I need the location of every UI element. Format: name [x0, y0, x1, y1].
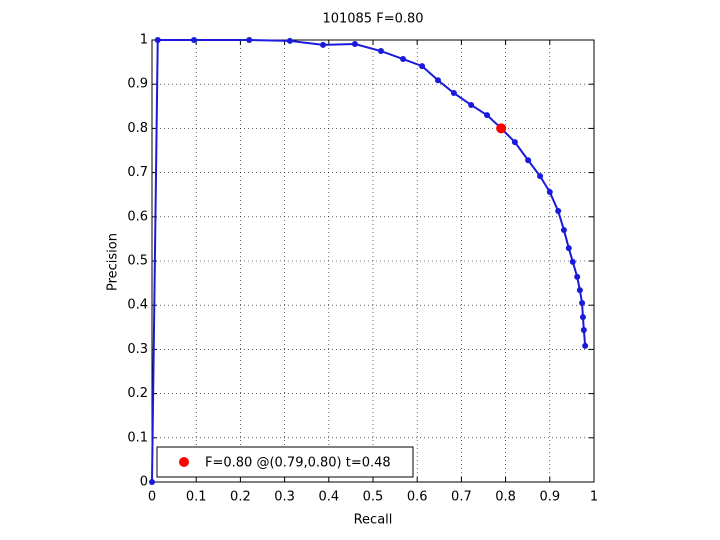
- y-tick-label: 0.9: [127, 77, 148, 92]
- point: [190, 37, 197, 43]
- point: [511, 139, 518, 146]
- legend-box: [156, 446, 414, 478]
- point: [565, 245, 572, 252]
- point: [576, 287, 583, 294]
- point: [419, 63, 426, 70]
- y-tick-label: 0.1: [127, 430, 148, 445]
- y-tick-label: 0.7: [127, 165, 148, 180]
- point: [286, 37, 293, 44]
- point: [582, 342, 589, 349]
- y-axis-label: Precision: [106, 233, 121, 291]
- point: [484, 112, 491, 119]
- point: [434, 77, 441, 84]
- y-tick-label: 0.8: [127, 121, 148, 136]
- point: [546, 189, 553, 196]
- point: [320, 41, 327, 48]
- y-tick-label: 0.5: [127, 254, 148, 269]
- x-tick-label: 0.4: [318, 490, 339, 505]
- point: [246, 37, 253, 43]
- point: [579, 299, 586, 306]
- legend-label: F=0.80 @(0.79,0.80) t=0.48: [205, 456, 391, 471]
- x-tick-label: 0: [148, 490, 156, 505]
- point: [351, 40, 358, 47]
- point: [154, 37, 161, 43]
- x-tick-label: 0.6: [407, 490, 428, 505]
- point: [450, 90, 457, 97]
- point: [377, 48, 384, 55]
- x-axis-label: Recall: [354, 513, 393, 528]
- x-tick-label: 0.7: [451, 490, 472, 505]
- plot-frame: [151, 39, 595, 483]
- x-tick-label: 0.9: [539, 490, 560, 505]
- point: [149, 479, 155, 485]
- point: [579, 314, 586, 321]
- x-tick-label: 0.3: [274, 490, 295, 505]
- point: [555, 208, 562, 215]
- point: [574, 273, 581, 280]
- chart-title: 101085 F=0.80: [322, 12, 423, 27]
- x-tick-label: 0.1: [186, 490, 207, 505]
- y-tick-label: 0.6: [127, 209, 148, 224]
- point: [496, 123, 507, 134]
- legend-marker: [179, 457, 189, 467]
- point: [468, 101, 475, 108]
- x-tick-label: 1: [590, 490, 598, 505]
- point: [537, 173, 544, 180]
- y-tick-label: 0: [140, 475, 148, 490]
- point: [569, 258, 576, 265]
- y-tick-label: 0.3: [127, 342, 148, 357]
- point: [400, 56, 407, 63]
- x-tick-label: 0.2: [230, 490, 251, 505]
- y-tick-label: 0.2: [127, 386, 148, 401]
- x-tick-label: 0.8: [495, 490, 516, 505]
- y-tick-label: 1: [140, 33, 148, 48]
- x-tick-label: 0.5: [363, 490, 384, 505]
- point: [525, 157, 532, 164]
- point: [560, 227, 567, 234]
- y-tick-label: 0.4: [127, 298, 148, 313]
- point: [580, 326, 587, 333]
